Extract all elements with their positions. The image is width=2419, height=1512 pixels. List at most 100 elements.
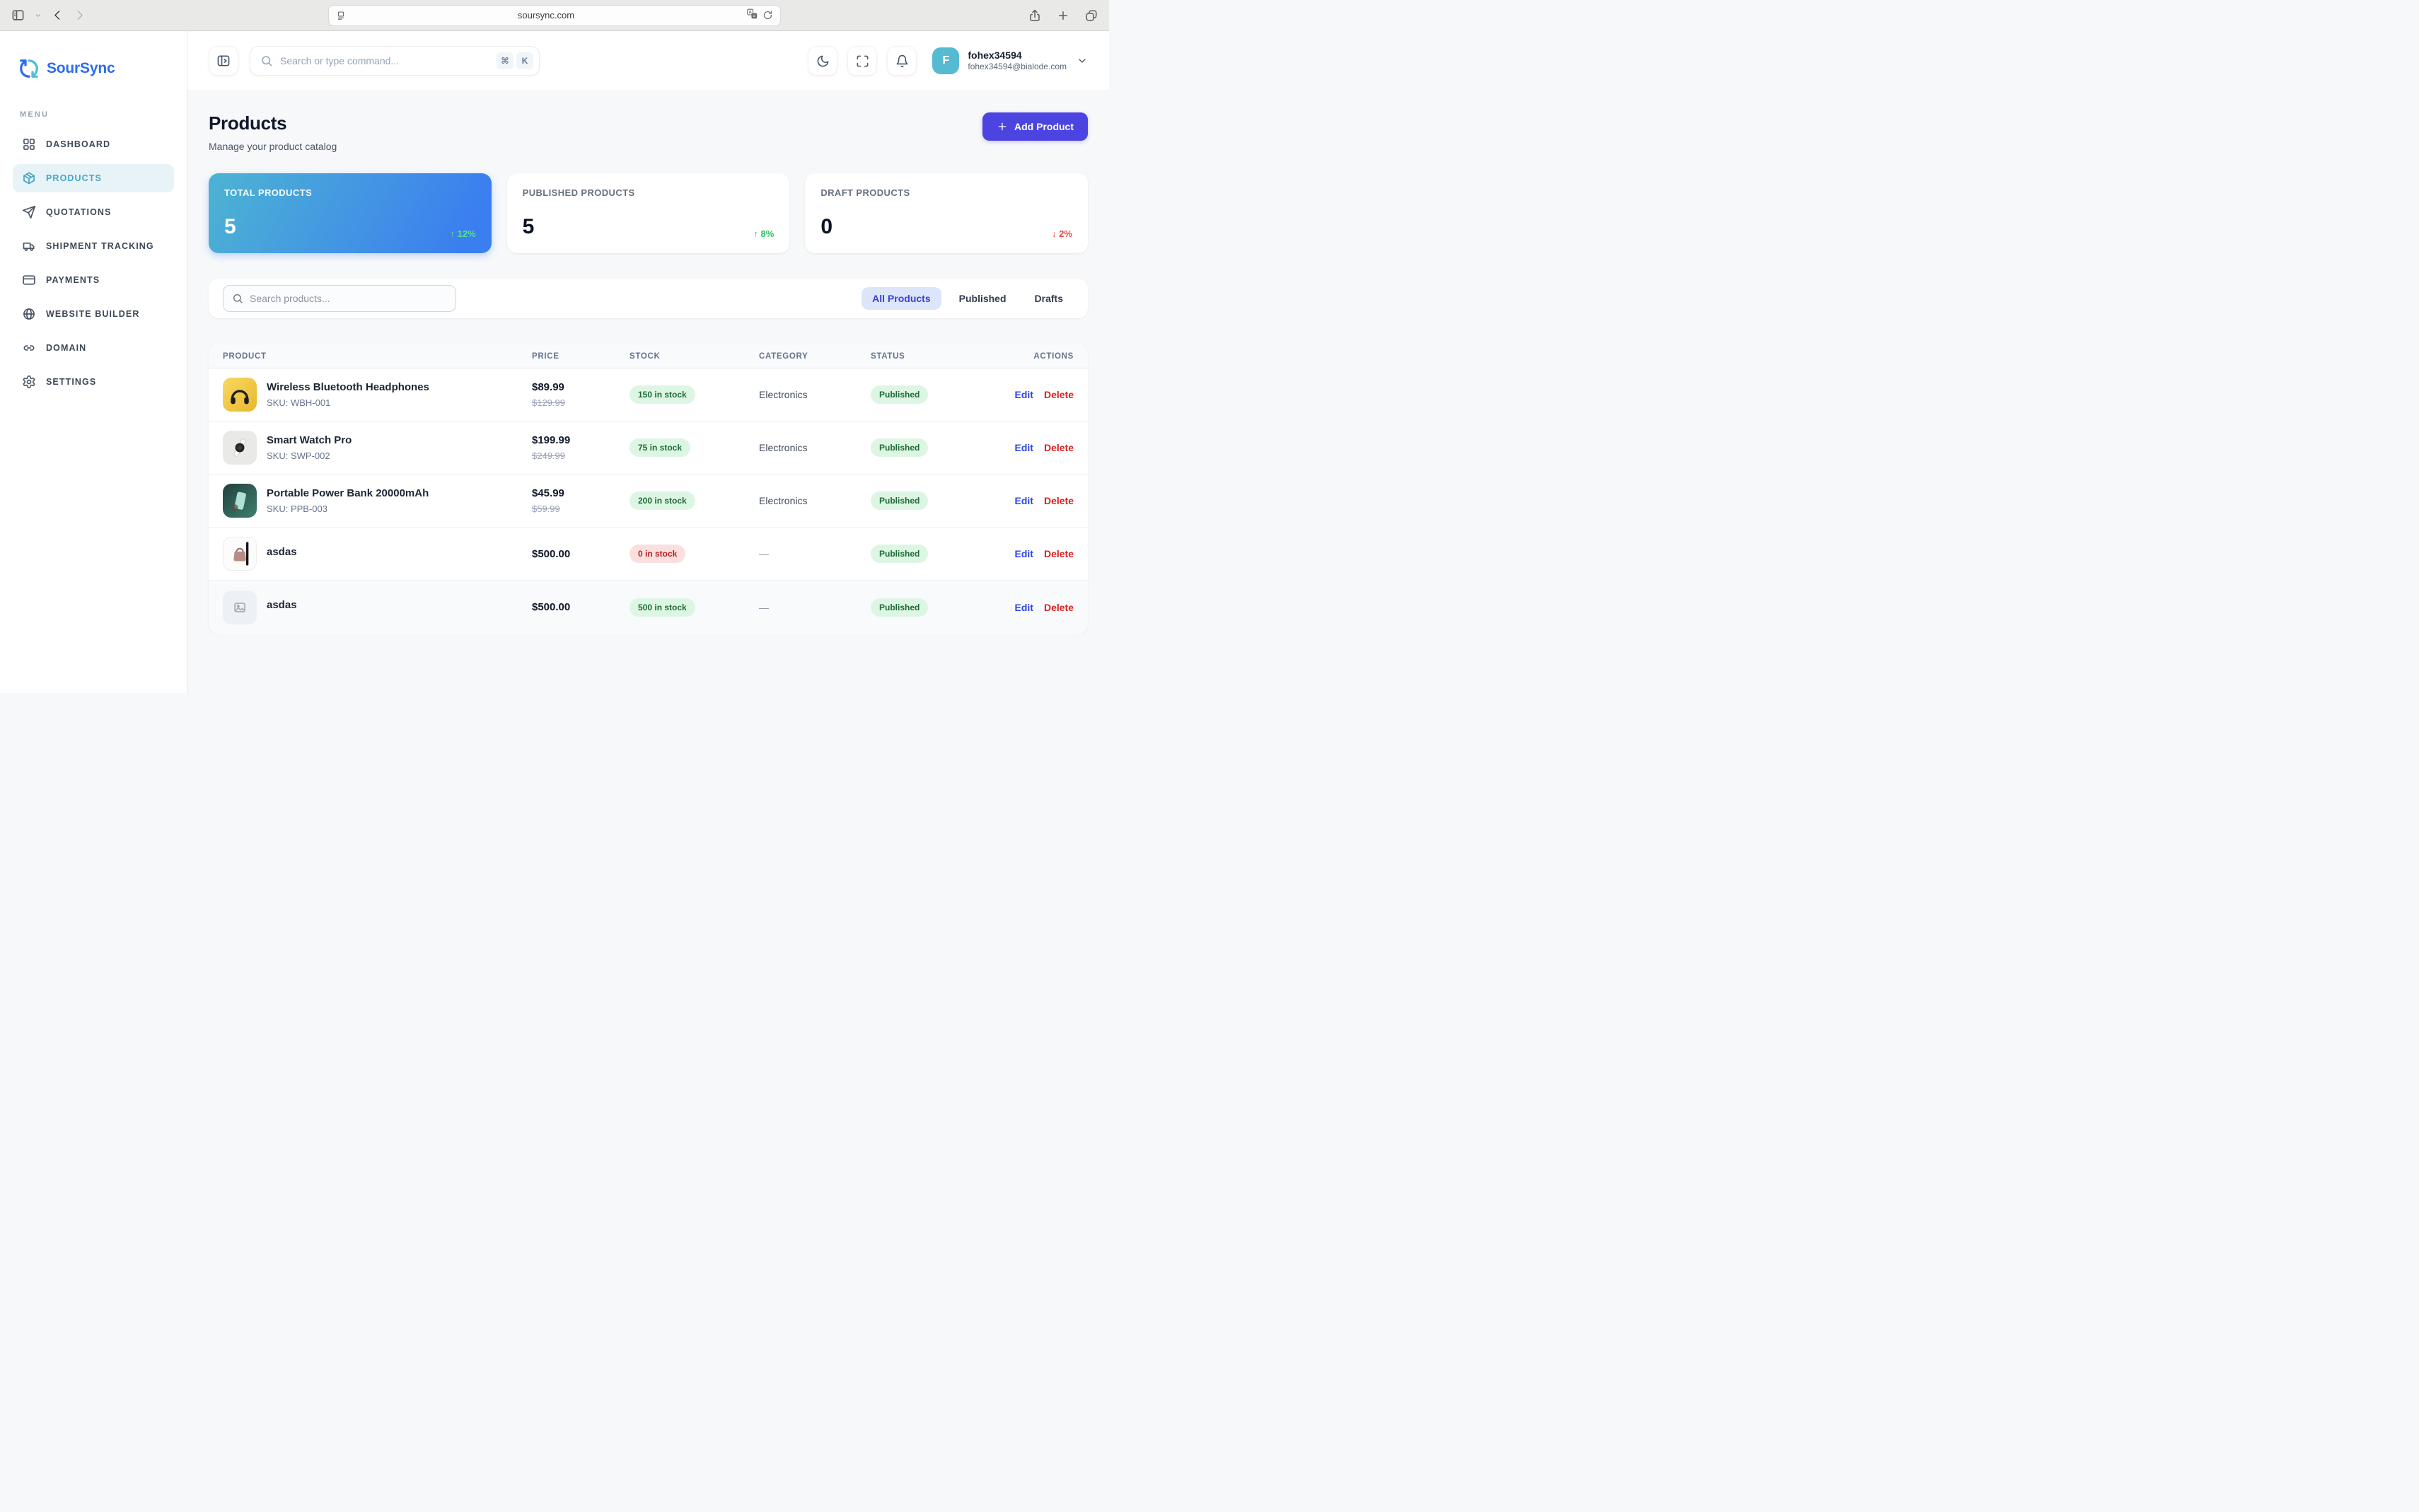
- sync-logo-icon: [18, 58, 40, 79]
- product-price: $199.99: [532, 434, 571, 446]
- add-product-button[interactable]: Add Product: [982, 112, 1088, 141]
- edit-link[interactable]: Edit: [1014, 601, 1033, 613]
- stock-badge: 500 in stock: [630, 598, 695, 617]
- topbar: ⌘ K F fohex34594 fohex34594@bialode.com: [187, 31, 1109, 91]
- product-sku: SKU: PPB-003: [267, 504, 327, 514]
- command-search[interactable]: ⌘ K: [250, 46, 540, 76]
- product-price: $500.00: [532, 547, 571, 560]
- globe-icon: [22, 307, 36, 321]
- product-thumbnail: [223, 590, 257, 624]
- collapse-sidebar-button[interactable]: [209, 46, 238, 76]
- sidebar-item-domain[interactable]: DOMAIN: [13, 334, 174, 362]
- paper-plane-icon: [22, 205, 36, 219]
- delete-link[interactable]: Delete: [1043, 495, 1074, 506]
- new-tab-icon[interactable]: [1057, 9, 1069, 22]
- tab-drafts[interactable]: Drafts: [1034, 293, 1063, 304]
- brand[interactable]: SourSync: [18, 58, 174, 79]
- status-badge: Published: [871, 598, 929, 617]
- chevron-down-icon[interactable]: [35, 12, 42, 19]
- tab-published[interactable]: Published: [958, 293, 1007, 304]
- image-placeholder-icon: [232, 600, 248, 615]
- product-old-price: $129.99: [532, 397, 565, 408]
- panel-right-icon: [216, 54, 231, 68]
- product-price: $45.99: [532, 487, 564, 499]
- table-row: asdas $500.00 0 in stock — Published Edi…: [209, 528, 1088, 581]
- filter-tabs: All Products Published Drafts: [862, 287, 1074, 310]
- sidebar-item-settings[interactable]: SETTINGS: [13, 368, 174, 396]
- plus-icon: [997, 121, 1008, 132]
- column-header-status: STATUS: [871, 351, 905, 361]
- product-sku: SKU: SWP-002: [267, 450, 330, 461]
- sidebar-item-products[interactable]: PRODUCTS: [13, 164, 174, 192]
- tab-overview-icon[interactable]: [1085, 9, 1098, 22]
- product-sku: SKU: WBH-001: [267, 397, 331, 408]
- bell-icon: [895, 54, 909, 68]
- edit-link[interactable]: Edit: [1014, 389, 1033, 400]
- delete-link[interactable]: Delete: [1043, 389, 1074, 400]
- command-search-input[interactable]: [280, 55, 489, 66]
- svg-text:A: A: [748, 11, 752, 15]
- product-thumbnail: [223, 431, 257, 465]
- stat-card-total-products: TOTAL PRODUCTS 5 ↑ 12%: [209, 173, 492, 253]
- page-title: Products: [209, 112, 287, 134]
- product-search[interactable]: [223, 285, 456, 312]
- credit-card-icon: [22, 273, 36, 287]
- product-search-input[interactable]: [250, 293, 447, 304]
- product-thumbnail: [223, 378, 257, 412]
- stock-badge: 0 in stock: [630, 545, 686, 563]
- product-thumbnail: [223, 537, 257, 571]
- moon-icon: [816, 54, 830, 68]
- products-table: PRODUCT PRICE STOCK CATEGORY STATUS ACTI…: [209, 344, 1088, 634]
- sidebar-item-label: WEBSITE BUILDER: [46, 309, 140, 319]
- edit-link[interactable]: Edit: [1014, 495, 1033, 506]
- delete-link[interactable]: Delete: [1043, 548, 1074, 559]
- reload-icon[interactable]: [762, 10, 773, 21]
- page-head-text: Products Manage your product catalog: [209, 112, 337, 152]
- stat-trend: ↓ 2%: [1052, 228, 1072, 239]
- product-name: Smart Watch Pro: [267, 434, 352, 446]
- column-header-price: PRICE: [532, 351, 559, 361]
- cmd-keycap: ⌘: [497, 52, 514, 69]
- dashboard-icon: [22, 137, 36, 151]
- sidebar-item-label: PRODUCTS: [46, 173, 102, 183]
- sidebar-item-label: DASHBOARD: [46, 139, 111, 149]
- column-header-category: CATEGORY: [759, 351, 808, 361]
- product-name: asdas: [267, 599, 297, 611]
- edit-link[interactable]: Edit: [1014, 442, 1033, 453]
- delete-link[interactable]: Delete: [1043, 601, 1074, 613]
- edit-link[interactable]: Edit: [1014, 548, 1033, 559]
- tab-all-products[interactable]: All Products: [862, 287, 941, 310]
- sidebar-item-payments[interactable]: PAYMENTS: [13, 266, 174, 294]
- sidebar-item-shipment-tracking[interactable]: SHIPMENT TRACKING: [13, 232, 174, 260]
- filter-bar: All Products Published Drafts: [209, 279, 1088, 318]
- delete-link[interactable]: Delete: [1043, 442, 1074, 453]
- sidebar-item-quotations[interactable]: QUOTATIONS: [13, 198, 174, 226]
- sidebar-item-label: SETTINGS: [46, 377, 97, 387]
- stock-badge: 75 in stock: [630, 438, 691, 457]
- stat-trend: ↑ 8%: [753, 228, 775, 239]
- column-header-actions: ACTIONS: [1033, 351, 1074, 361]
- user-menu-chevron-icon[interactable]: [1077, 55, 1088, 66]
- translate-icon[interactable]: A ×: [746, 8, 758, 23]
- column-header-stock: STOCK: [630, 351, 661, 361]
- sidebar-panel-icon[interactable]: [11, 8, 25, 22]
- forward-icon[interactable]: [74, 9, 86, 21]
- search-icon: [260, 54, 273, 67]
- reader-icon[interactable]: [336, 11, 346, 21]
- back-icon[interactable]: [52, 9, 64, 21]
- product-category: Electronics: [759, 389, 808, 400]
- avatar[interactable]: F: [932, 47, 960, 74]
- url-text: soursync.com: [517, 10, 575, 21]
- share-icon[interactable]: [1028, 9, 1041, 22]
- fullscreen-button[interactable]: [847, 46, 878, 76]
- table-header-row: PRODUCT PRICE STOCK CATEGORY STATUS ACTI…: [209, 344, 1088, 368]
- sidebar-item-dashboard[interactable]: DASHBOARD: [13, 130, 174, 158]
- sidebar-item-label: SHIPMENT TRACKING: [46, 241, 154, 251]
- dark-mode-button[interactable]: [808, 46, 838, 76]
- sidebar-item-website-builder[interactable]: WEBSITE BUILDER: [13, 300, 174, 328]
- product-category: Electronics: [759, 495, 808, 506]
- notifications-button[interactable]: [887, 46, 917, 76]
- stock-badge: 150 in stock: [630, 385, 695, 404]
- url-bar[interactable]: soursync.com A ×: [328, 4, 781, 26]
- table-row: asdas $500.00 500 in stock — Published E…: [209, 581, 1088, 634]
